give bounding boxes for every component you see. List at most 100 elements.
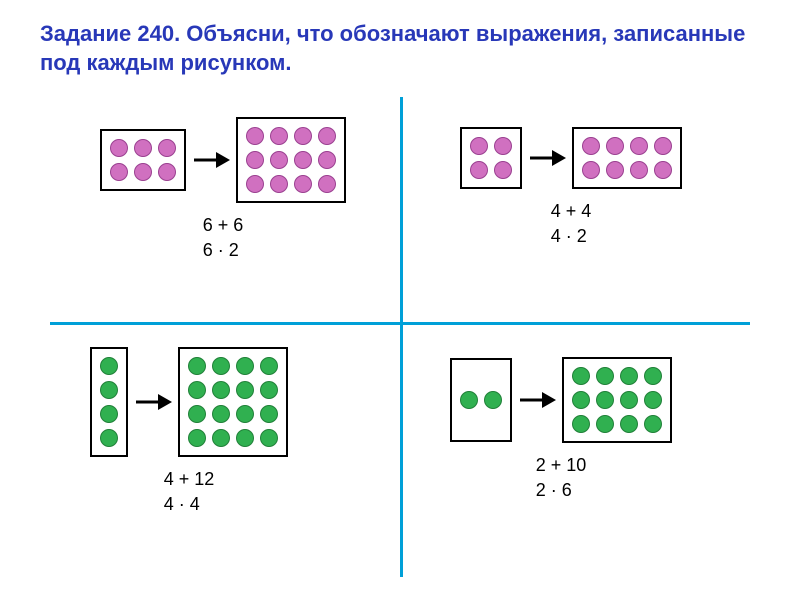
- dot: [188, 357, 206, 375]
- dot-row: [188, 381, 278, 399]
- dot-row: [582, 161, 672, 179]
- dot: [620, 367, 638, 385]
- dot-row: [470, 137, 512, 155]
- dot-row: [470, 161, 512, 179]
- dot-row: [188, 429, 278, 447]
- equation-multiplication: 2 · 6: [536, 478, 587, 503]
- dot: [470, 137, 488, 155]
- dot: [572, 391, 590, 409]
- dot: [246, 175, 264, 193]
- horizontal-divider: [50, 322, 750, 325]
- dot: [236, 429, 254, 447]
- dot-box: [572, 127, 682, 189]
- dot: [606, 137, 624, 155]
- equation-multiplication: 4 · 2: [551, 224, 592, 249]
- arrow-right-icon: [134, 392, 172, 412]
- dot: [644, 391, 662, 409]
- dot: [294, 151, 312, 169]
- panel-bottom-left: 4 + 124 · 4: [90, 347, 288, 517]
- equations: 4 + 124 · 4: [164, 467, 215, 517]
- dot-row: [100, 405, 118, 423]
- dot-row: [460, 391, 502, 409]
- diagram-row: [460, 127, 682, 189]
- dot: [188, 381, 206, 399]
- four-panel-grid: 6 + 66 · 2 4 + 44 · 2 4 + 124 · 4 2 + 10…: [50, 97, 750, 577]
- equation-addition: 6 + 6: [203, 213, 244, 238]
- equations: 6 + 66 · 2: [203, 213, 244, 263]
- dot: [572, 367, 590, 385]
- dot-row: [246, 175, 336, 193]
- dot: [236, 357, 254, 375]
- dot: [100, 405, 118, 423]
- dot: [582, 161, 600, 179]
- dot: [484, 391, 502, 409]
- dot: [158, 163, 176, 181]
- dot-row: [100, 381, 118, 399]
- dot: [630, 161, 648, 179]
- dot: [158, 139, 176, 157]
- dot: [188, 429, 206, 447]
- dot: [246, 127, 264, 145]
- dot: [212, 405, 230, 423]
- dot: [100, 357, 118, 375]
- dot: [260, 429, 278, 447]
- arrow-right-icon: [192, 150, 230, 170]
- dot-box: [90, 347, 128, 457]
- dot-row: [110, 163, 176, 181]
- dot: [100, 429, 118, 447]
- dot: [134, 139, 152, 157]
- dot: [470, 161, 488, 179]
- dot: [494, 161, 512, 179]
- diagram-row: [100, 117, 346, 203]
- dot-row: [100, 357, 118, 375]
- dot: [260, 381, 278, 399]
- dot-row: [572, 391, 662, 409]
- dot: [236, 405, 254, 423]
- panel-bottom-right: 2 + 102 · 6: [450, 357, 672, 503]
- dot: [188, 405, 206, 423]
- dot: [596, 415, 614, 433]
- vertical-divider: [400, 97, 403, 577]
- dot: [644, 415, 662, 433]
- dot: [110, 139, 128, 157]
- dot: [212, 357, 230, 375]
- dot: [620, 391, 638, 409]
- dot: [606, 161, 624, 179]
- dot-row: [188, 357, 278, 375]
- dot: [572, 415, 590, 433]
- dot: [110, 163, 128, 181]
- dot-row: [188, 405, 278, 423]
- dot-row: [572, 367, 662, 385]
- dot-row: [572, 415, 662, 433]
- dot: [212, 429, 230, 447]
- dot: [582, 137, 600, 155]
- dot: [596, 367, 614, 385]
- task-title: Задание 240. Объясни, что обозначают выр…: [40, 20, 760, 77]
- dot: [318, 175, 336, 193]
- dot-box: [236, 117, 346, 203]
- equation-multiplication: 6 · 2: [203, 238, 244, 263]
- dot-box: [450, 358, 512, 442]
- arrow-right-icon: [518, 390, 556, 410]
- dot: [654, 137, 672, 155]
- dot: [644, 367, 662, 385]
- dot: [270, 127, 288, 145]
- equation-addition: 4 + 12: [164, 467, 215, 492]
- dot: [294, 175, 312, 193]
- dot-row: [100, 429, 118, 447]
- dot-box: [562, 357, 672, 443]
- dot: [460, 391, 478, 409]
- dot: [134, 163, 152, 181]
- dot: [236, 381, 254, 399]
- dot: [654, 161, 672, 179]
- dot-row: [246, 151, 336, 169]
- dot: [630, 137, 648, 155]
- dot: [260, 405, 278, 423]
- dot: [270, 175, 288, 193]
- dot-box: [178, 347, 288, 457]
- equation-multiplication: 4 · 4: [164, 492, 215, 517]
- dot-row: [110, 139, 176, 157]
- diagram-row: [90, 347, 288, 457]
- dot: [100, 381, 118, 399]
- equation-addition: 2 + 10: [536, 453, 587, 478]
